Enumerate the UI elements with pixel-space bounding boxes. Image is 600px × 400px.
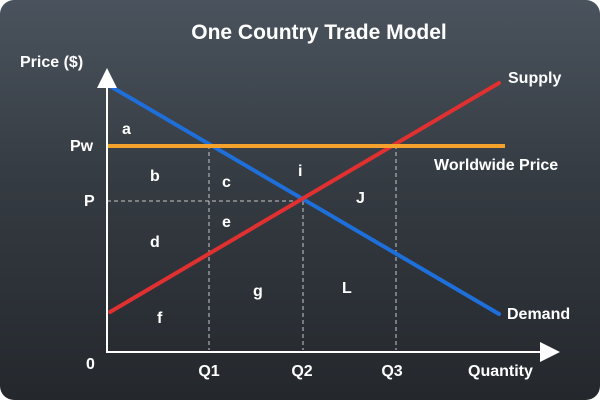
p-tick-label: P (84, 193, 95, 210)
origin-label: 0 (86, 356, 95, 373)
region-label-a: a (122, 121, 131, 138)
region-label-d: d (150, 234, 160, 251)
demand-curve (108, 84, 501, 316)
region-label-b: b (150, 168, 160, 185)
q1-tick-label: Q1 (198, 363, 219, 380)
supply-curve (108, 81, 501, 314)
x-axis-title: Quantity (468, 363, 533, 380)
demand-label: Demand (507, 306, 570, 323)
region-label-c: c (222, 174, 231, 191)
region-label-j: J (356, 190, 365, 207)
pw-tick-label: Pw (70, 138, 94, 155)
region-label-i: i (298, 163, 302, 180)
region-label-e: e (222, 214, 231, 231)
world-price-label: Worldwide Price (434, 157, 558, 174)
region-label-f: f (157, 310, 163, 327)
region-label-l: L (342, 280, 352, 297)
y-axis-title: Price ($) (20, 54, 83, 71)
region-label-g: g (253, 283, 263, 300)
q3-tick-label: Q3 (381, 363, 402, 380)
supply-label: Supply (508, 70, 561, 87)
q2-tick-label: Q2 (291, 363, 312, 380)
diagram-title: One Country Trade Model (191, 21, 447, 44)
